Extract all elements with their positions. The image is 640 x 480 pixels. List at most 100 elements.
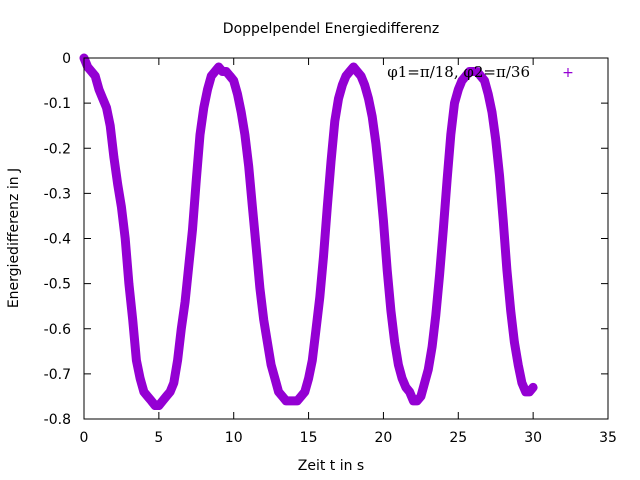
- chart-title: Doppelpendel Energiedifferenz: [223, 21, 439, 37]
- data-point: [200, 104, 207, 111]
- x-tick-label: 5: [154, 430, 163, 446]
- legend: φ1=π/18, φ2=π/36 +: [387, 63, 574, 81]
- data-point: [234, 91, 241, 98]
- data-point: [159, 397, 166, 404]
- data-point: [391, 339, 398, 346]
- x-tick-label: 25: [449, 430, 467, 446]
- data-point: [174, 357, 181, 364]
- data-point: [275, 388, 282, 395]
- tick-labels: 0 5 10 15 20 25 30 35 0 -0.1 -0.2 -0.3 -0.4 -0.5 -0.6 -…: [44, 51, 617, 446]
- data-point: [425, 366, 432, 373]
- data-point: [357, 73, 364, 80]
- y-tick-label: -0.8: [44, 412, 71, 428]
- data-point: [122, 235, 129, 242]
- data-point: [380, 217, 387, 224]
- y-tick-label: -0.2: [44, 141, 71, 157]
- data-point: [212, 68, 218, 75]
- data-point: [384, 267, 391, 274]
- data-point: [488, 109, 495, 116]
- data-point: [99, 95, 106, 102]
- data-point: [339, 82, 346, 89]
- data-point: [481, 77, 488, 84]
- plot-frame: [83, 57, 609, 420]
- y-tick-label: -0.3: [44, 186, 71, 202]
- data-point: [447, 131, 454, 138]
- data-point: [163, 393, 170, 400]
- data-point: [309, 357, 316, 364]
- data-point: [268, 361, 275, 368]
- y-tick-label: -0.6: [44, 322, 71, 338]
- data-point: [215, 64, 222, 71]
- data-point: [197, 131, 204, 138]
- data-point: [84, 64, 91, 71]
- data-point: [241, 131, 248, 138]
- data-point: [301, 388, 308, 395]
- y-tick-label: 0: [62, 51, 71, 67]
- data-point: [492, 136, 499, 143]
- y-tick-label: -0.1: [44, 96, 71, 112]
- data-point: [399, 375, 406, 382]
- series-group: [79, 53, 538, 410]
- data-point: [500, 217, 507, 224]
- data-point: [189, 226, 196, 233]
- data-point: [133, 357, 140, 364]
- data-point: [238, 109, 245, 116]
- data-point: [369, 113, 376, 120]
- x-tick-label: 20: [375, 430, 393, 446]
- data-point: [118, 203, 125, 210]
- data-point: [148, 397, 155, 404]
- y-tick-label: -0.7: [44, 367, 71, 383]
- data-point: [208, 73, 215, 80]
- data-point: [114, 181, 121, 188]
- data-point: [515, 361, 522, 368]
- data-point: [496, 172, 503, 179]
- data-point: [328, 158, 335, 165]
- data-point: [459, 77, 466, 84]
- x-tick-label: 10: [225, 430, 243, 446]
- data-point: [455, 86, 462, 93]
- x-tick-label: 30: [524, 430, 542, 446]
- data-point: [350, 64, 357, 71]
- data-point: [182, 298, 189, 305]
- x-axis-label: Zeit t in s: [298, 458, 364, 474]
- data-point: [249, 203, 256, 210]
- y-tick-label: -0.5: [44, 277, 71, 293]
- data-point: [204, 86, 211, 93]
- data-point: [474, 68, 480, 75]
- y-axis-label: Energiedifferenz in J: [6, 168, 22, 308]
- data-point: [365, 95, 372, 102]
- data-point: [279, 393, 286, 400]
- data-point: [436, 271, 443, 278]
- data-point: [429, 343, 436, 350]
- data-point: [88, 68, 95, 75]
- data-point: [507, 307, 514, 314]
- data-point: [167, 388, 174, 395]
- data-point: [95, 86, 102, 93]
- data-point: [230, 77, 237, 84]
- data-point: [462, 73, 469, 80]
- data-point: [346, 68, 353, 75]
- data-point: [178, 325, 185, 332]
- data-point: [324, 203, 331, 210]
- x-tick-label: 0: [80, 430, 89, 446]
- data-point: [421, 379, 428, 386]
- data-point: [376, 176, 383, 183]
- data-point: [343, 73, 349, 80]
- data-point: [298, 393, 305, 400]
- data-point: [372, 140, 379, 147]
- data-point: [253, 244, 260, 251]
- data-point: [223, 68, 230, 75]
- data-point: [354, 68, 361, 75]
- data-point: [256, 285, 263, 292]
- data-point: [92, 73, 99, 80]
- data-point: [245, 163, 252, 170]
- data-point: [140, 388, 147, 395]
- data-point: [129, 316, 136, 323]
- data-point: [518, 379, 525, 386]
- data-point: [103, 104, 110, 111]
- data-point: [530, 384, 537, 391]
- x-tick-label: 15: [300, 430, 318, 446]
- data-point: [451, 100, 458, 107]
